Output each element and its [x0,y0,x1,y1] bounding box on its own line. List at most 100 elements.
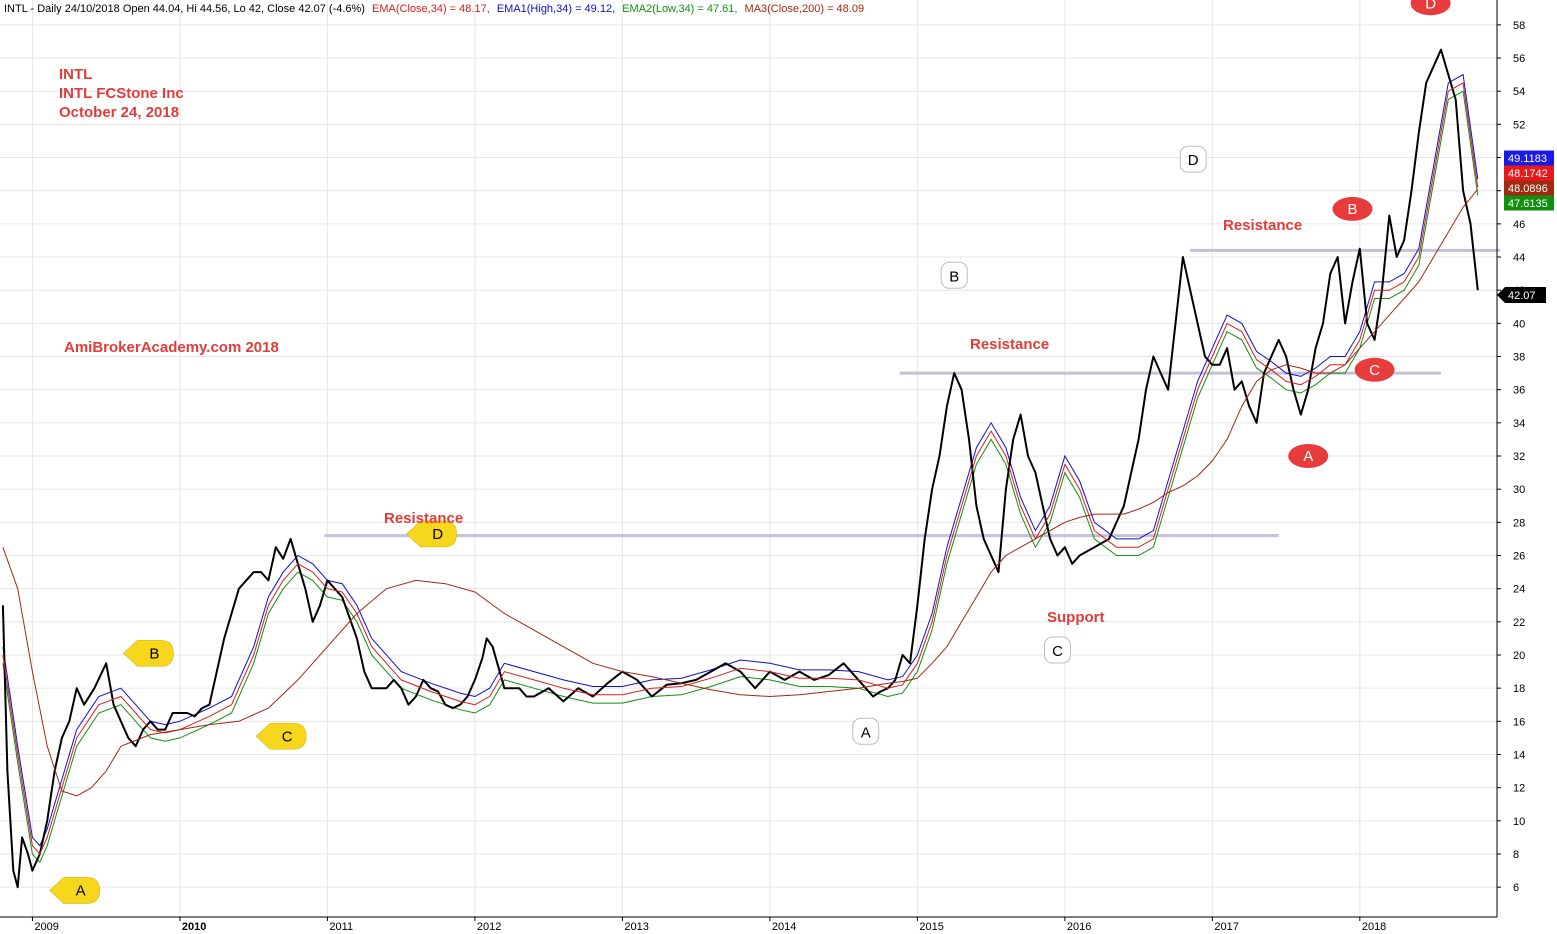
y-tick-label: 58 [1513,20,1525,32]
x-tick-label: 2009 [34,921,58,933]
annotations: INTL INTL FCStone Inc October 24, 2018 A… [59,66,1302,626]
pattern-marker-b-red: B [1332,196,1373,221]
axes [0,0,1498,918]
marker-shape [1043,636,1071,664]
ema-low-line [2,90,1479,864]
marker-shape [1354,357,1395,382]
y-tick-label: 28 [1513,517,1525,529]
y-tick-label: 38 [1513,352,1525,364]
marker-shape [1179,145,1207,173]
header-ema1: EMA1(High,34) = 49.12, [497,3,615,15]
marker-shape [852,717,880,745]
y-tick-label: 12 [1513,783,1525,795]
axis-ticks: 6810121416182022242628303234363840424446… [31,20,1525,933]
pattern-marker-d-red: D [1410,0,1451,16]
marker-label: A [1303,448,1313,465]
date-note: October 24, 2018 [59,104,179,121]
y-tick-label: 16 [1513,716,1525,728]
marker-shape [122,640,174,667]
support-label: Support [1047,609,1105,626]
ema-price-tag: 48.1742 [1504,165,1554,181]
y-tick-label: 10 [1513,816,1525,828]
marker-shape [940,261,968,289]
x-tick-label: 2011 [329,921,353,933]
ema-close-line [2,82,1479,855]
pattern-marker-b-white: B [940,261,968,289]
pattern-marker-b-yellow: B [122,640,174,667]
x-tick-label: 2010 [182,921,206,933]
marker-label: D [1188,152,1199,169]
ma200-line [2,188,1479,797]
x-tick-label: 2016 [1067,921,1091,933]
marker-label: D [432,526,443,543]
marker-label: A [76,882,86,899]
resistance-label: Resistance [384,510,463,527]
tag-background [1504,195,1554,211]
y-tick-label: 26 [1513,551,1525,563]
company-note: INTL FCStone Inc [59,85,184,102]
tag-value: 42.07 [1508,290,1536,302]
y-tick-label: 54 [1513,86,1525,98]
series-lines [1,48,1479,889]
resistance-lines [324,248,1500,538]
header-ema2: EMA2(Low,34) = 47.61, [622,3,737,15]
header-ma3: MA3(Close,200) = 48.09 [745,3,865,15]
y-tick-label: 40 [1513,318,1525,330]
marker-label: D [1425,0,1436,12]
pattern-marker-c-red: C [1354,357,1395,382]
ema1-price-tag: 49.1183 [1504,150,1554,166]
y-tick-label: 6 [1513,882,1519,894]
y-tick-label: 34 [1513,418,1525,430]
symbol-note: INTL [59,66,92,83]
pattern-marker-a-yellow: A [49,877,100,904]
pattern-markers: A B C D A B C D A B C D [49,0,1451,904]
y-tick-label: 8 [1513,849,1519,861]
tag-background [1497,287,1546,303]
y-tick-label: 18 [1513,683,1525,695]
marker-shape [255,722,307,750]
tag-background [1504,165,1554,181]
tag-background [1504,180,1554,196]
y-tick-label: 22 [1513,617,1525,629]
y-tick-label: 24 [1513,584,1525,596]
header-ticker-info: INTL - Daily 24/10/2018 Open 44.04, Hi 4… [4,3,365,15]
pattern-marker-a-white: A [852,717,880,745]
ema2-price-tag: 47.6135 [1504,195,1554,211]
marker-label: B [149,645,159,662]
marker-label: A [861,724,871,741]
x-tick-label: 2012 [477,921,501,933]
y-tick-label: 14 [1513,749,1525,761]
x-tick-label: 2015 [919,921,943,933]
ma3-price-tag: 48.0896 [1504,180,1554,196]
pattern-marker-d-yellow: D [406,520,457,548]
close-price-tag: 42.07 [1497,287,1546,303]
tag-background [1504,150,1554,166]
resistance-label: Resistance [970,336,1049,353]
y-tick-label: 44 [1513,252,1525,264]
watermark-note: AmiBrokerAcademy.com 2018 [64,339,279,356]
marker-shape [1410,0,1451,16]
marker-shape [49,877,100,904]
grid-layer [0,0,1497,917]
marker-shape [406,520,457,548]
resistance-label: Resistance [1223,217,1302,234]
chart-header: INTL - Daily 24/10/2018 Open 44.04, Hi 4… [4,3,864,15]
y-tick-label: 56 [1513,53,1525,65]
marker-label: B [949,268,959,285]
y-tick-label: 30 [1513,484,1525,496]
y-tick-label: 32 [1513,451,1525,463]
y-tick-label: 20 [1513,650,1525,662]
y-tick-label: 52 [1513,119,1525,131]
x-tick-label: 2018 [1362,921,1386,933]
tag-value: 49.1183 [1508,153,1547,165]
pattern-marker-c-white: C [1043,636,1071,664]
x-tick-label: 2014 [772,921,796,933]
y-tick-label: 46 [1513,219,1525,231]
price-tags: 49.1183 48.1742 48.0896 47.6135 42.07 [1497,150,1554,303]
marker-label: C [1369,362,1380,379]
header-ema: EMA(Close,34) = 48.17, [372,3,490,15]
tag-value: 47.6135 [1508,198,1548,210]
x-tick-label: 2017 [1214,921,1238,933]
